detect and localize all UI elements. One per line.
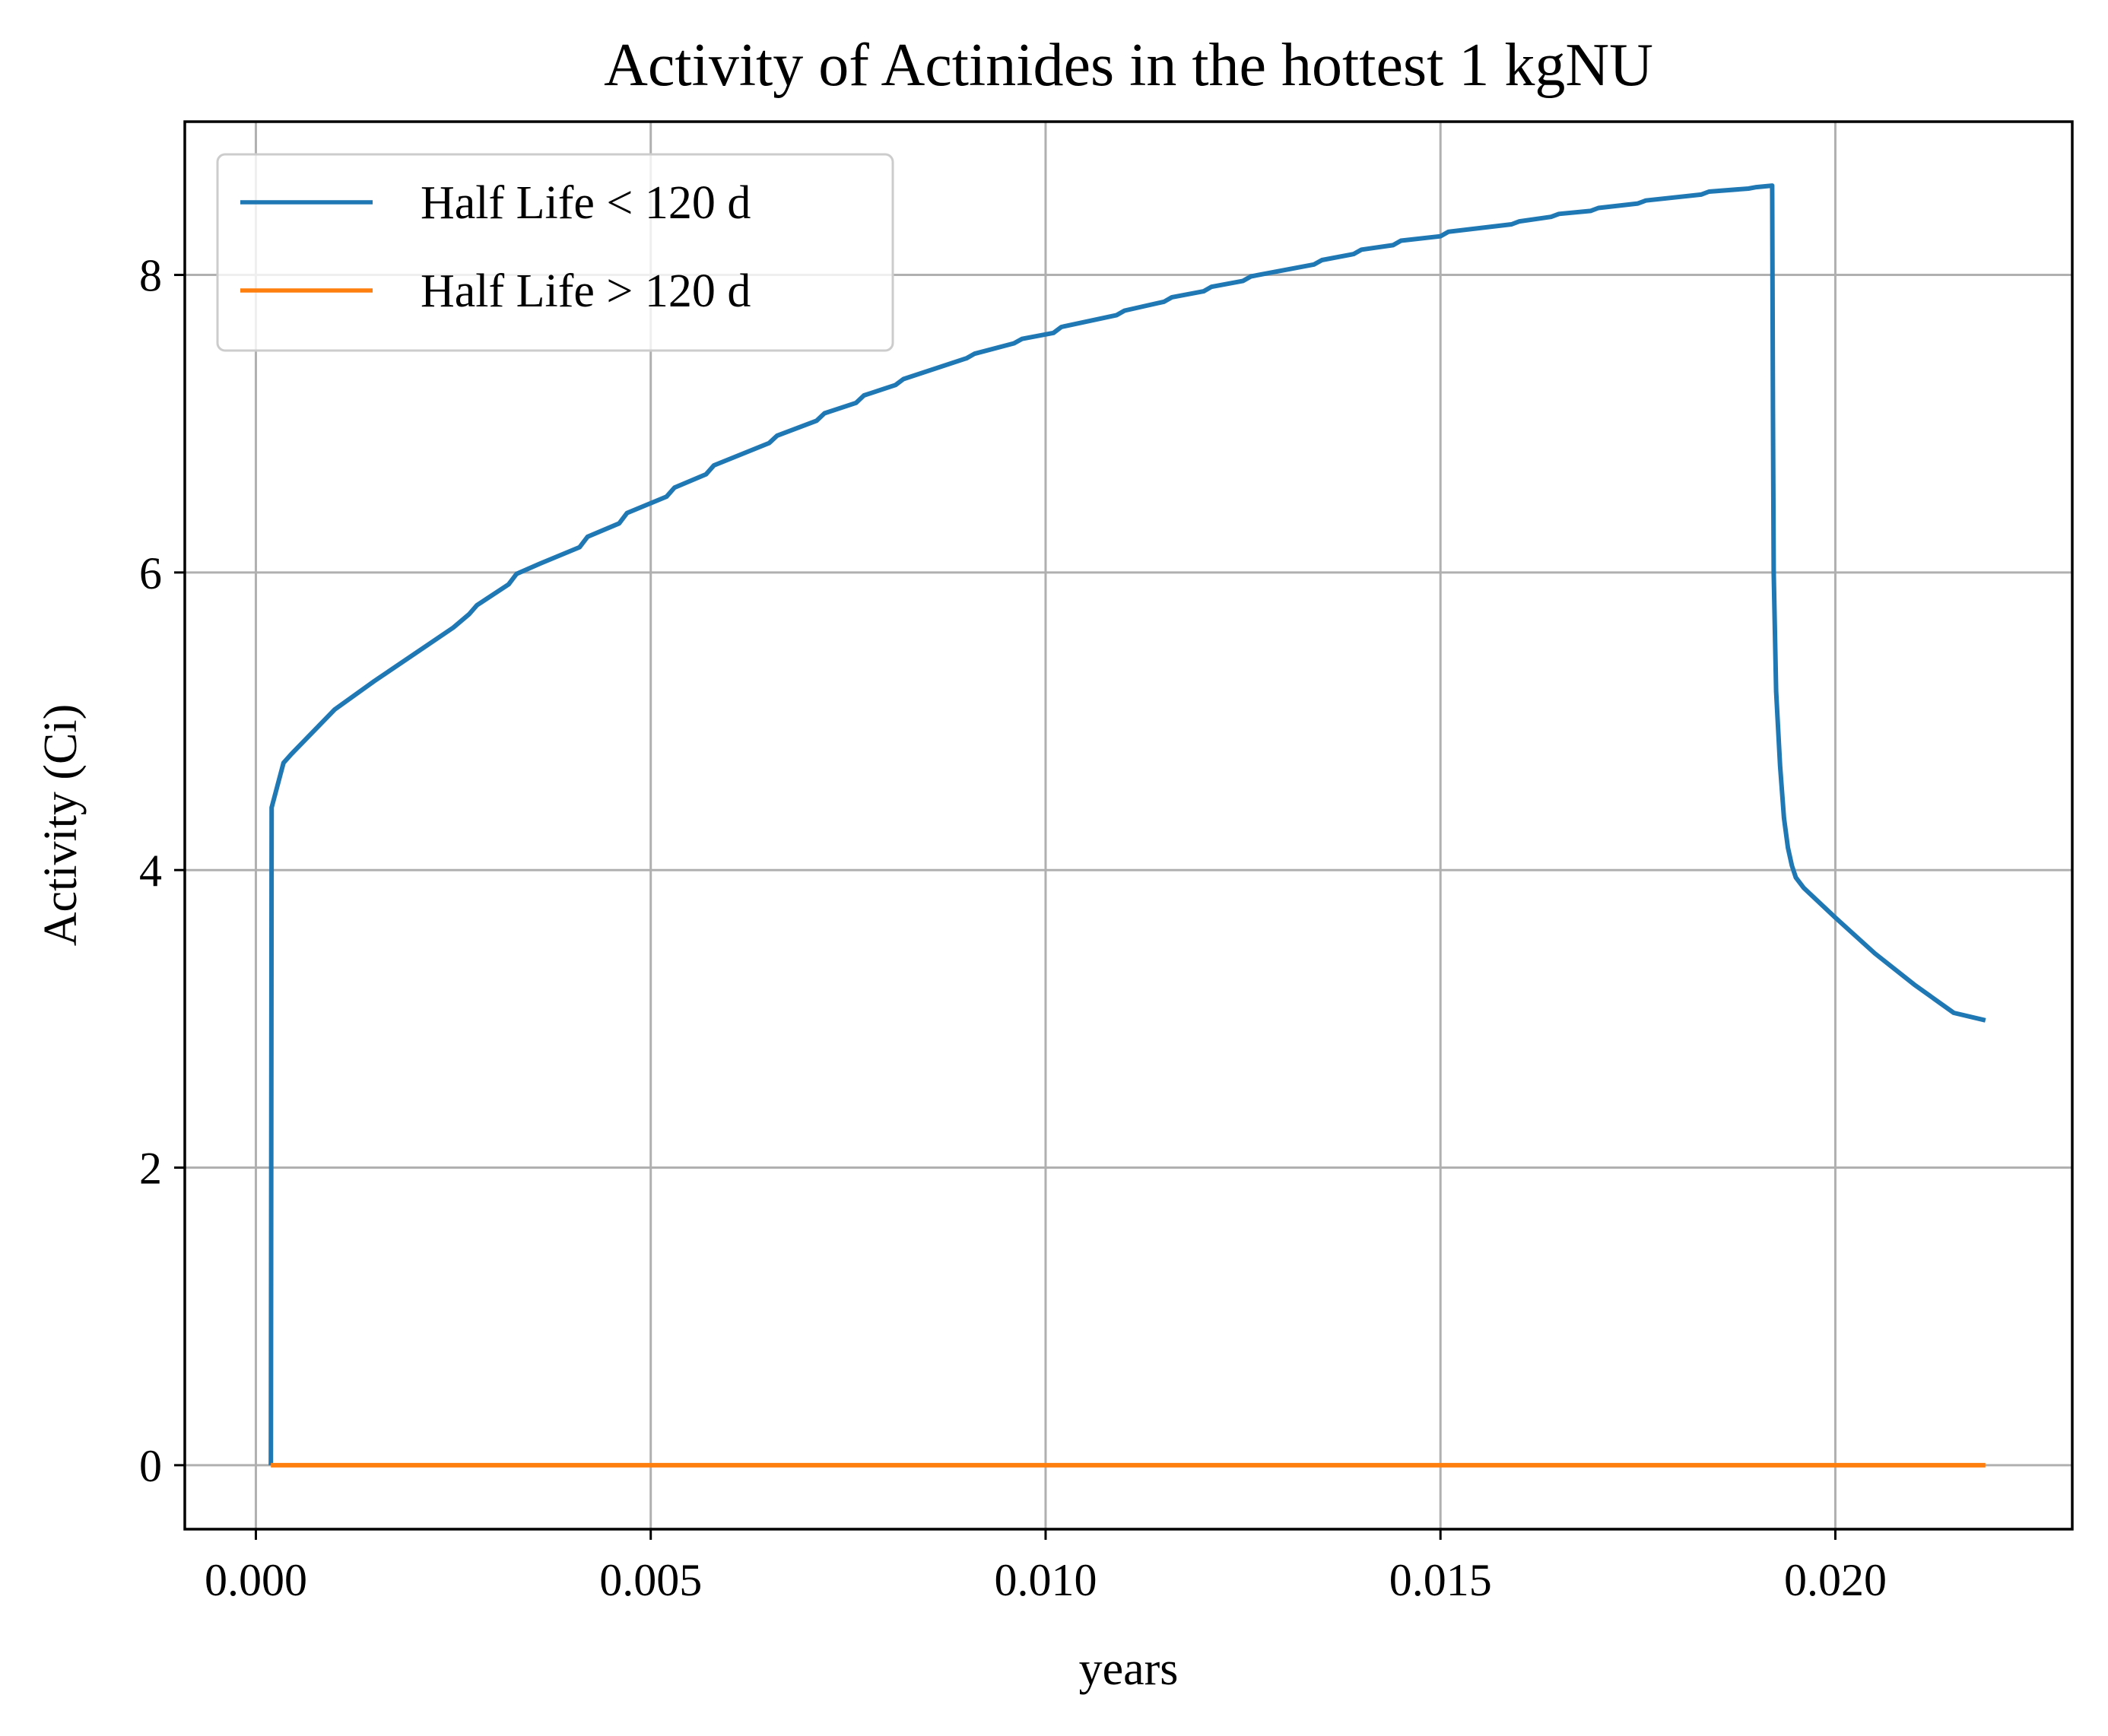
plot-frame <box>183 120 2074 1531</box>
legend-box <box>216 153 894 352</box>
chart-title: Activity of Actinides in the hottest 1 k… <box>604 32 1653 99</box>
ticks: 0.000 0.005 0.010 0.015 0.020 0 2 4 6 8 <box>139 251 1887 1605</box>
y-tick-label: 0 <box>139 1441 162 1491</box>
legend-label-long-half-life: Half Life > 120 d <box>421 265 751 317</box>
legend: Half Life < 120 d Half Life > 120 d <box>216 153 894 352</box>
x-tick-label: 0.005 <box>599 1555 702 1605</box>
x-tick-label: 0.010 <box>994 1555 1097 1605</box>
x-tick-label: 0.000 <box>205 1555 307 1605</box>
x-tick-label: 0.015 <box>1389 1555 1492 1605</box>
x-axis-label: years <box>1079 1643 1179 1695</box>
y-tick-label: 2 <box>139 1144 162 1194</box>
y-axis-label: Activity (Ci) <box>35 704 87 947</box>
y-tick-label: 4 <box>139 846 162 896</box>
series-line-short-half-life <box>268 183 1986 1465</box>
y-tick-label: 8 <box>139 251 162 301</box>
x-tick-label: 0.020 <box>1784 1555 1887 1605</box>
legend-label-short-half-life: Half Life < 120 d <box>421 177 751 229</box>
y-tick-label: 6 <box>139 548 162 598</box>
series <box>268 183 1986 1468</box>
